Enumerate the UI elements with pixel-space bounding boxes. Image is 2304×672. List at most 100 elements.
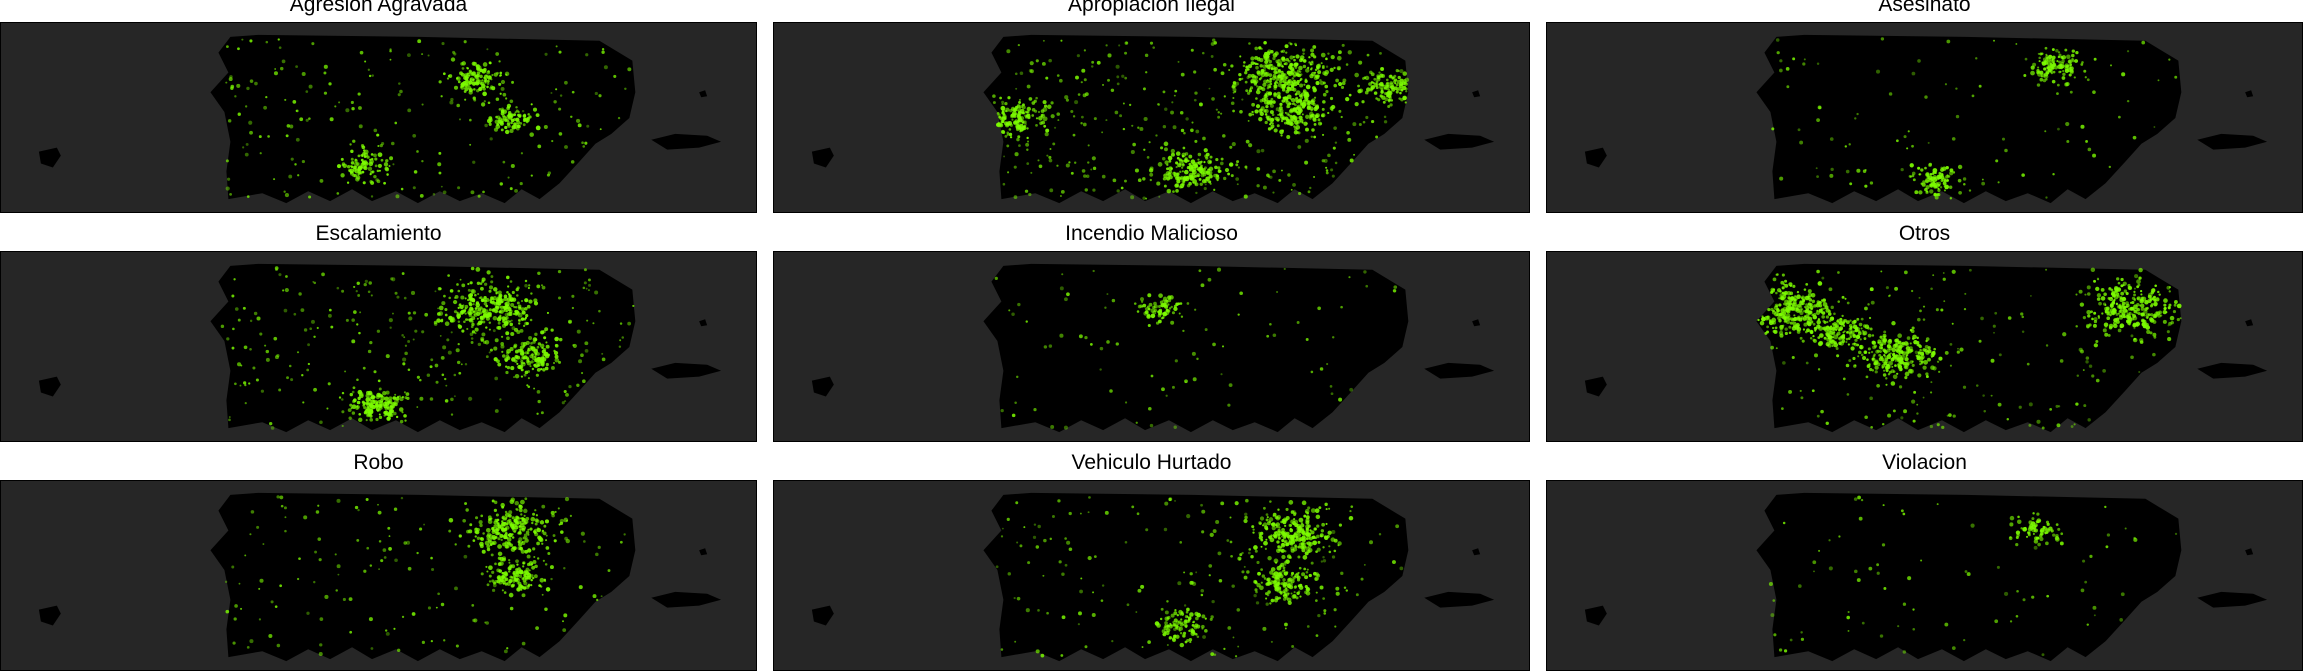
incident-point [1327,530,1332,535]
incident-point [1029,69,1034,74]
incident-point [2162,310,2167,315]
incident-point [1934,171,1937,174]
incident-point [529,365,532,368]
incident-point [1255,89,1261,95]
incident-point [1306,625,1310,628]
incident-point [1806,328,1810,333]
incident-point [1171,385,1175,389]
incident-point [544,519,549,524]
incident-point [1779,59,1783,63]
incident-point [1193,98,1197,102]
incident-point [1161,387,1165,392]
incident-point [491,529,496,534]
incident-point [1285,75,1289,79]
incident-point [1111,640,1114,643]
incident-point [1832,332,1835,336]
incident-point [2059,70,2062,73]
incident-point [500,538,503,542]
incident-point [371,170,375,174]
incident-point [334,553,337,556]
incident-point [1830,316,1834,320]
incident-point [1909,342,1912,345]
incident-point [1008,132,1013,137]
incident-point [1239,291,1243,296]
incident-point [1338,109,1342,113]
incident-point [527,286,531,290]
incident-point [488,308,492,312]
incident-point [532,340,536,344]
incident-point [404,396,408,400]
incident-point [1211,97,1215,101]
incident-point [460,295,465,300]
incident-point [246,645,250,649]
incident-point [520,359,524,363]
incident-point [1917,59,1921,63]
incident-point [1781,407,1784,410]
incident-point [1312,102,1316,107]
incident-point [470,337,474,340]
incident-point [1826,327,1832,333]
incident-point [1323,612,1327,615]
incident-point [1264,60,1269,64]
incident-point [2069,90,2073,94]
incident-point [492,329,496,333]
incident-point [1015,87,1018,90]
incident-point [2026,362,2030,366]
incident-point [1298,65,1303,71]
incident-point [1091,613,1096,617]
incident-point [346,181,350,184]
incident-point [1990,358,1995,363]
incident-point [1796,307,1799,310]
incident-point [1256,184,1260,188]
incident-point [1263,100,1269,105]
incident-point [412,186,416,190]
incident-point [441,373,445,377]
incident-point [1078,334,1083,339]
incident-point [1260,545,1263,548]
incident-point [1230,554,1233,558]
incident-point [550,328,554,332]
incident-point [491,308,496,312]
incident-point [349,630,353,634]
incident-point [373,153,377,158]
incident-point [1302,59,1307,63]
incident-point [249,130,253,135]
incident-point [1817,368,1821,371]
incident-point [1845,169,1850,174]
incident-point [267,135,270,138]
incident-point [1262,626,1267,631]
incident-point [558,107,562,111]
incident-point [2032,62,2037,67]
incident-point [1129,103,1132,107]
incident-point [533,574,538,579]
incident-point [1335,591,1340,596]
incident-point [1317,70,1322,75]
incident-point [1254,83,1257,86]
incident-point [501,316,506,321]
incident-point [1798,305,1803,309]
incident-point [1201,167,1206,172]
incident-point [376,392,381,398]
incident-point [440,602,445,607]
incident-point [469,306,474,311]
incident-point [1035,124,1038,127]
incident-point [1313,122,1317,126]
incident-point [460,363,463,366]
incident-point [439,287,442,291]
incident-point [256,316,261,321]
incident-point [376,329,381,333]
incident-point [1333,83,1337,88]
incident-point [2162,319,2167,324]
incident-point [408,316,413,321]
incident-point [244,383,247,387]
incident-point [1334,141,1338,144]
incident-point [1297,145,1302,149]
incident-point [2092,323,2097,328]
incident-point [1325,166,1328,169]
incident-point [1311,60,1314,64]
incident-point [1198,178,1202,181]
incident-point [347,408,352,413]
incident-point [545,344,550,349]
incident-point [509,575,513,579]
incident-point [1265,104,1269,109]
